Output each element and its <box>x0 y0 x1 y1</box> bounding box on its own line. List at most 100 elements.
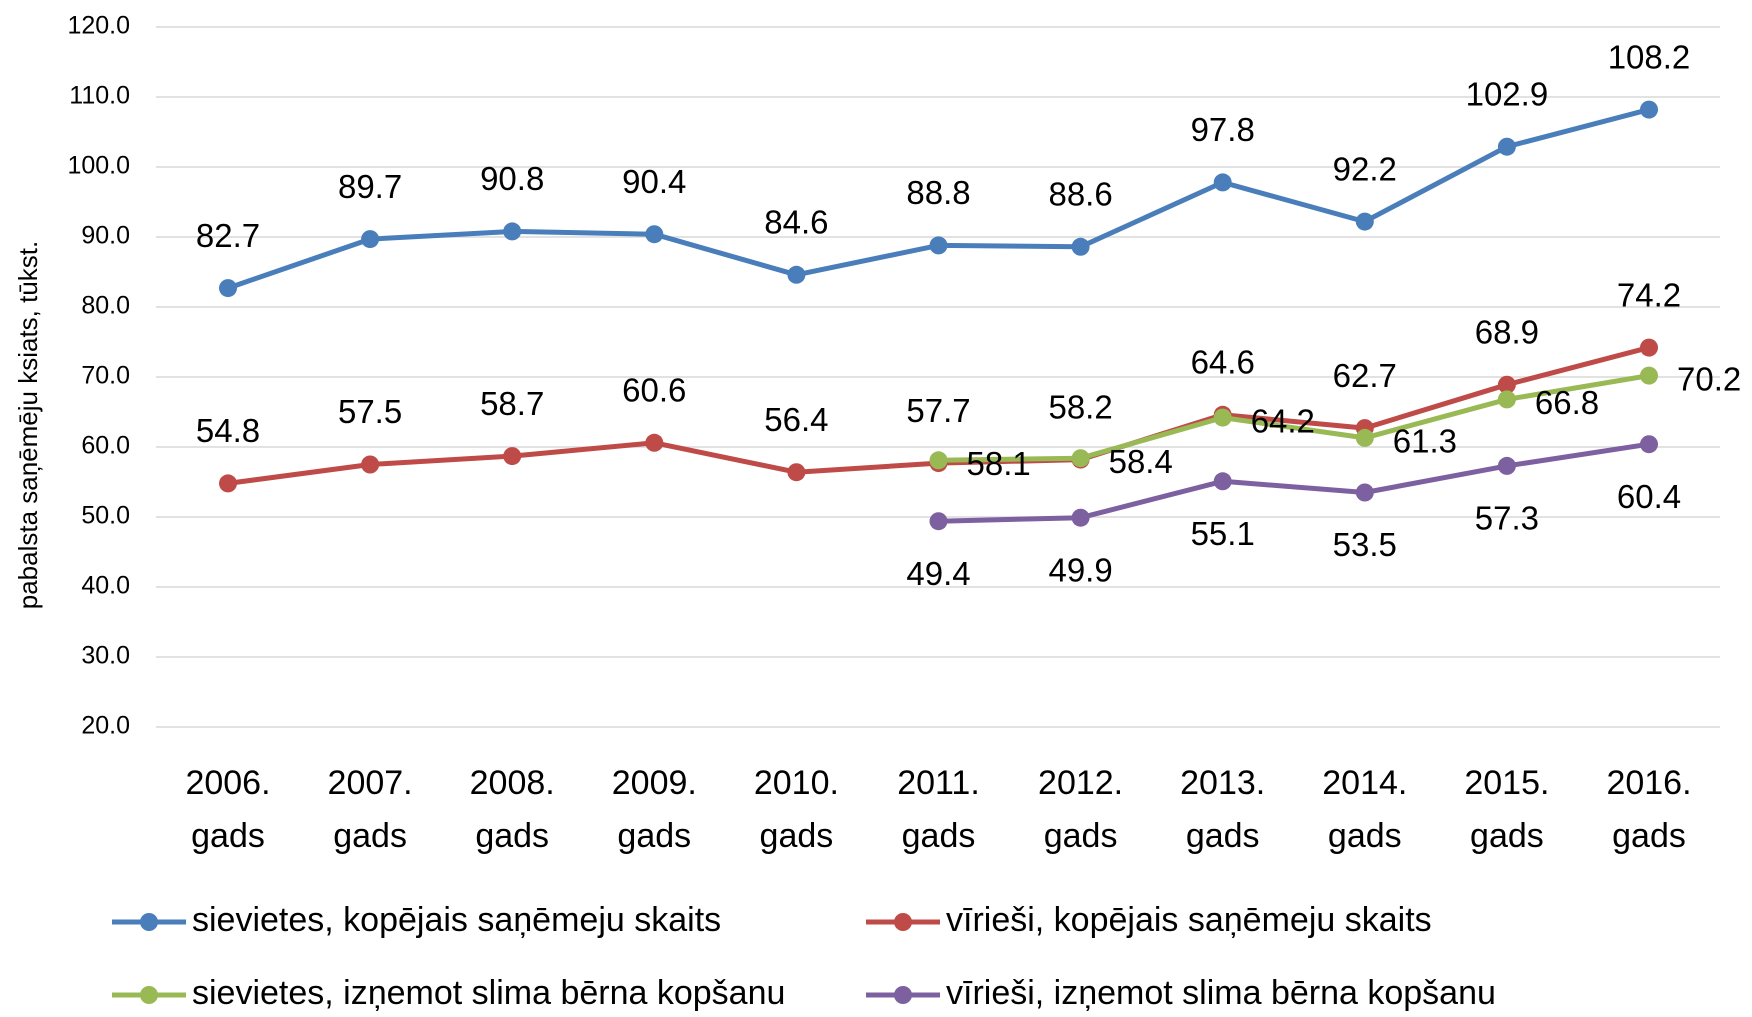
value-label: 90.4 <box>622 163 686 200</box>
legend-item: sievietes, izņemot slima bērna kopšanu <box>112 974 785 1012</box>
value-label: 55.1 <box>1191 515 1255 552</box>
value-label: 89.7 <box>338 168 402 205</box>
y-tick-label: 120.0 <box>67 12 130 40</box>
x-tick-label: 2006. gads <box>185 764 270 855</box>
value-label: 84.6 <box>764 204 828 241</box>
value-label: 90.8 <box>480 160 544 197</box>
point <box>929 451 948 470</box>
y-tick-label: 70.0 <box>81 362 130 390</box>
point <box>1640 338 1658 357</box>
point <box>1213 173 1232 192</box>
y-tick-label: 40.0 <box>81 572 130 600</box>
point <box>1497 390 1516 409</box>
value-label: 57.7 <box>906 392 970 429</box>
value-label: 60.6 <box>622 372 686 409</box>
y-tick-label: 100.0 <box>67 152 130 180</box>
x-tick-label: 2007. gads <box>328 764 413 855</box>
value-label: 82.7 <box>196 217 260 254</box>
point <box>1071 449 1090 468</box>
point <box>1640 435 1658 454</box>
x-tick-label: 2012. gads <box>1038 764 1123 855</box>
value-label: 58.1 <box>967 445 1031 482</box>
value-label: 58.7 <box>480 385 544 422</box>
point <box>361 230 380 249</box>
legend-marker <box>140 913 158 931</box>
legend-marker <box>894 986 912 1004</box>
point <box>1071 237 1090 256</box>
point <box>503 222 522 241</box>
value-label: 102.9 <box>1466 75 1549 112</box>
value-label: 57.3 <box>1475 500 1539 537</box>
value-label: 54.8 <box>196 412 260 449</box>
value-label: 92.2 <box>1333 150 1397 187</box>
point <box>929 236 948 255</box>
legend-marker <box>140 986 158 1004</box>
value-label: 58.4 <box>1109 443 1173 480</box>
legend-label: sievietes, kopējais saņēmeju skaits <box>192 901 721 939</box>
value-label: 60.4 <box>1617 478 1681 515</box>
series-line <box>938 441 1650 524</box>
y-tick-label: 50.0 <box>81 502 130 530</box>
x-tick-label: 2010. gads <box>754 764 839 855</box>
value-label: 108.2 <box>1608 38 1691 75</box>
x-tick-label: 2015. gads <box>1464 764 1549 855</box>
legend-item: vīrieši, kopējais saņēmeju skaits <box>866 901 1432 939</box>
value-label: 62.7 <box>1333 357 1397 394</box>
point <box>1640 100 1658 119</box>
point <box>1497 456 1516 475</box>
legend-label: sievietes, izņemot slima bērna kopšanu <box>192 974 785 1012</box>
point <box>1640 366 1658 385</box>
point <box>1213 472 1232 491</box>
point <box>1497 137 1516 156</box>
point <box>1071 508 1090 527</box>
value-label: 49.9 <box>1048 551 1112 588</box>
x-tick-label: 2013. gads <box>1180 764 1265 855</box>
value-label: 64.6 <box>1191 344 1255 381</box>
value-label: 64.2 <box>1251 402 1315 439</box>
value-label: 74.2 <box>1617 276 1681 313</box>
x-tick-label: 2008. gads <box>470 764 555 855</box>
y-tick-label: 30.0 <box>81 642 130 670</box>
point <box>929 512 948 531</box>
value-label: 49.4 <box>906 555 970 592</box>
legend-label: vīrieši, izņemot slima bērna kopšanu <box>946 974 1496 1012</box>
y-tick-label: 90.0 <box>81 222 130 250</box>
value-label: 61.3 <box>1393 423 1457 460</box>
legend-marker <box>894 913 912 931</box>
value-label: 97.8 <box>1191 111 1255 148</box>
y-axis-label: pabalsta saņēmēju ksiats, tūkst. <box>13 241 43 610</box>
legend-item: sievietes, kopējais saņēmeju skaits <box>112 901 721 939</box>
x-tick-label: 2014. gads <box>1322 764 1407 855</box>
point <box>645 225 664 244</box>
value-label: 88.8 <box>906 174 970 211</box>
value-label: 56.4 <box>764 401 828 438</box>
point <box>1213 408 1232 427</box>
x-tick-label: 2016. gads <box>1606 764 1691 855</box>
value-label: 88.6 <box>1048 176 1112 213</box>
point <box>787 265 806 284</box>
point <box>1355 212 1374 231</box>
point <box>219 474 237 493</box>
point <box>1355 428 1374 447</box>
point <box>1497 375 1516 394</box>
y-tick-label: 80.0 <box>81 292 130 320</box>
x-tick-label: 2009. gads <box>612 764 697 855</box>
legend-label: vīrieši, kopējais saņēmeju skaits <box>946 901 1432 939</box>
y-tick-label: 60.0 <box>81 432 130 460</box>
series-line <box>938 373 1650 463</box>
point <box>645 433 664 452</box>
y-tick-label: 110.0 <box>69 82 130 110</box>
point <box>361 455 380 474</box>
y-tick-label: 20.0 <box>81 712 130 740</box>
point <box>787 463 806 482</box>
value-label: 58.2 <box>1048 388 1112 425</box>
point <box>1355 483 1374 502</box>
point <box>219 279 237 298</box>
value-label: 70.2 <box>1677 360 1741 397</box>
x-tick-label: 2011. gads <box>897 764 980 855</box>
value-label: 57.5 <box>338 393 402 430</box>
value-label: 68.9 <box>1475 313 1539 350</box>
value-label: 66.8 <box>1535 384 1599 421</box>
legend-item: vīrieši, izņemot slima bērna kopšanu <box>866 974 1496 1012</box>
